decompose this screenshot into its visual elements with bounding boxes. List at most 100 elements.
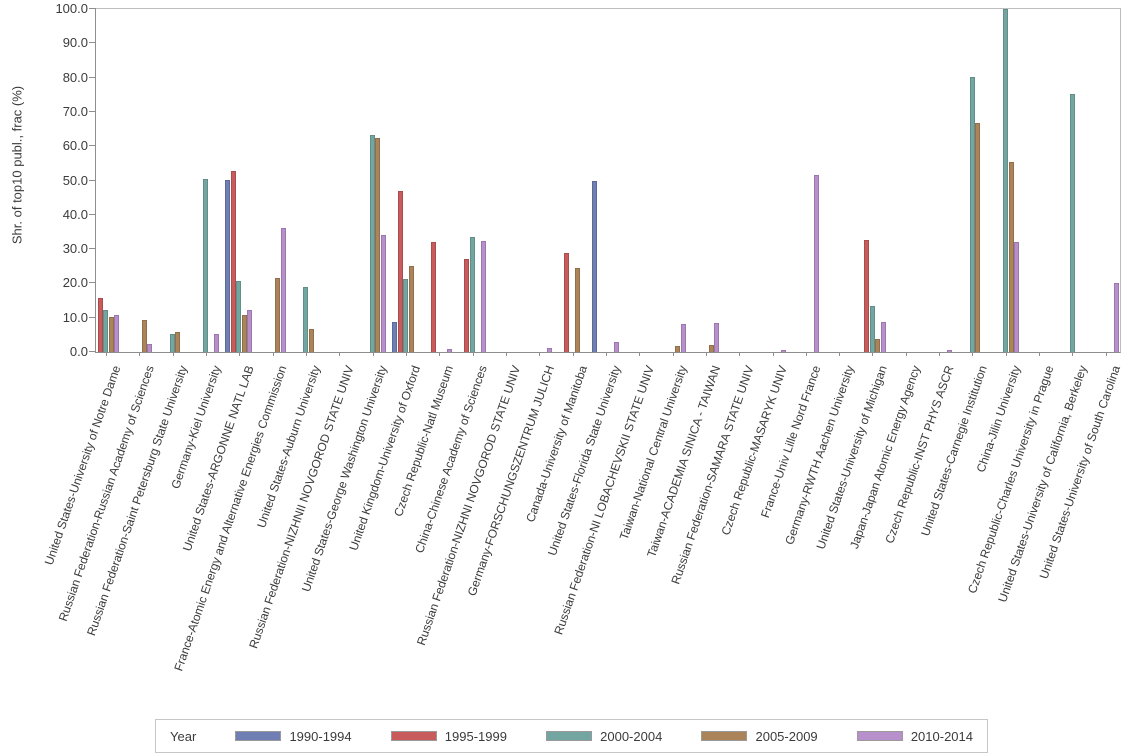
x-axis-tick bbox=[1072, 352, 1074, 356]
y-axis-tick bbox=[89, 179, 96, 181]
y-tick-label: 60.0 bbox=[62, 138, 88, 154]
legend-swatch bbox=[546, 731, 593, 741]
bar bbox=[864, 239, 870, 352]
y-axis-tick bbox=[89, 110, 96, 112]
x-axis-tick bbox=[372, 352, 374, 356]
y-tick-label: 100.0 bbox=[55, 1, 88, 16]
legend-swatch bbox=[856, 731, 903, 741]
bar bbox=[875, 339, 881, 352]
bar bbox=[175, 332, 181, 352]
y-tick-label: 40.0 bbox=[62, 206, 88, 222]
bar bbox=[225, 180, 231, 352]
y-axis-tick bbox=[89, 282, 96, 284]
bar bbox=[947, 349, 953, 352]
bar bbox=[375, 138, 381, 352]
bar bbox=[975, 123, 981, 352]
x-axis-tick bbox=[805, 352, 807, 356]
y-tick-label: 50.0 bbox=[62, 172, 88, 188]
bar bbox=[392, 321, 398, 352]
x-axis-tick bbox=[1005, 352, 1007, 356]
x-axis-tick bbox=[105, 352, 107, 356]
bar bbox=[108, 317, 114, 352]
legend: Year 1990-1994 1995-1999 2000-2004 2005-200… bbox=[155, 719, 988, 753]
bar bbox=[275, 278, 281, 352]
bar bbox=[564, 252, 570, 352]
x-axis-tick bbox=[572, 352, 574, 356]
bar bbox=[714, 323, 720, 352]
bar bbox=[430, 241, 436, 352]
bar bbox=[1014, 241, 1020, 352]
bar bbox=[203, 178, 209, 352]
plot-area: 0.0 10.0 20.0 30.0 40.0 50.0 60.0 70.0 80.0 90.0 1… bbox=[42, 1, 1124, 673]
bar bbox=[592, 180, 598, 352]
bar bbox=[675, 346, 681, 352]
y-axis-tick bbox=[89, 42, 96, 44]
bar bbox=[680, 323, 686, 352]
bar bbox=[147, 344, 153, 352]
x-axis-tick bbox=[639, 352, 641, 356]
x-axis-tick bbox=[339, 352, 341, 356]
x-axis-tick bbox=[239, 352, 241, 356]
bar bbox=[230, 170, 236, 352]
legend-swatch bbox=[701, 731, 748, 741]
legend-swatch bbox=[390, 731, 437, 741]
x-axis-tick bbox=[472, 352, 474, 356]
bar bbox=[575, 267, 581, 352]
y-tick-label: 0.0 bbox=[69, 344, 88, 359]
legend-label: 2005-2009 bbox=[755, 728, 818, 744]
x-axis-tick bbox=[505, 352, 507, 356]
bar bbox=[303, 286, 309, 352]
x-axis-tick bbox=[772, 352, 774, 356]
legend-label: 1995-1999 bbox=[444, 728, 507, 744]
x-axis-tick bbox=[439, 352, 441, 356]
x-axis-tick bbox=[705, 352, 707, 356]
y-axis-tick bbox=[89, 8, 96, 9]
x-axis-tick bbox=[905, 352, 907, 356]
bar bbox=[469, 236, 475, 352]
bar bbox=[369, 135, 375, 352]
x-axis-tick bbox=[972, 352, 974, 356]
x-axis-tick bbox=[172, 352, 174, 356]
y-tick-label: 90.0 bbox=[62, 35, 88, 51]
x-axis-tick bbox=[305, 352, 307, 356]
bar bbox=[403, 279, 409, 352]
x-category-label: Canada-University of Manitoba bbox=[522, 363, 590, 525]
bar bbox=[547, 347, 553, 352]
y-tick-label: 30.0 bbox=[62, 241, 88, 257]
x-category-label: United States-Auburn University bbox=[254, 363, 324, 530]
y-tick-label: 80.0 bbox=[62, 69, 88, 85]
x-axis-tick bbox=[739, 352, 741, 356]
x-axis-tick bbox=[1039, 352, 1041, 356]
y-axis-tick bbox=[89, 316, 96, 318]
x-axis-tick bbox=[605, 352, 607, 356]
legend-item: 1990-1994 bbox=[235, 728, 352, 744]
x-axis-tick bbox=[539, 352, 541, 356]
bar bbox=[247, 309, 253, 352]
x-axis-tick bbox=[205, 352, 207, 356]
y-axis-tick bbox=[89, 145, 96, 147]
bar bbox=[280, 227, 286, 352]
bar bbox=[241, 315, 247, 352]
bar bbox=[969, 77, 975, 352]
bar bbox=[464, 259, 470, 352]
legend-label: 2010-2014 bbox=[910, 728, 973, 744]
y-tick-label: 10.0 bbox=[62, 309, 88, 325]
bar bbox=[1003, 9, 1009, 352]
x-axis-tick bbox=[272, 352, 274, 356]
bar bbox=[1008, 161, 1014, 352]
bar bbox=[408, 265, 414, 352]
x-axis-tick bbox=[1105, 352, 1107, 356]
y-tick-label: 70.0 bbox=[62, 103, 88, 119]
legend-item: 2005-2009 bbox=[701, 728, 818, 744]
bar bbox=[380, 234, 386, 352]
bar bbox=[814, 174, 820, 352]
legend-label: 1990-1994 bbox=[289, 728, 352, 744]
y-axis-tick bbox=[89, 248, 96, 250]
legend-item: 1995-1999 bbox=[390, 728, 507, 744]
bar bbox=[869, 305, 875, 352]
y-axis-tick bbox=[89, 351, 96, 352]
bar bbox=[780, 349, 786, 352]
x-axis-tick bbox=[405, 352, 407, 356]
x-axis-tick bbox=[839, 352, 841, 356]
